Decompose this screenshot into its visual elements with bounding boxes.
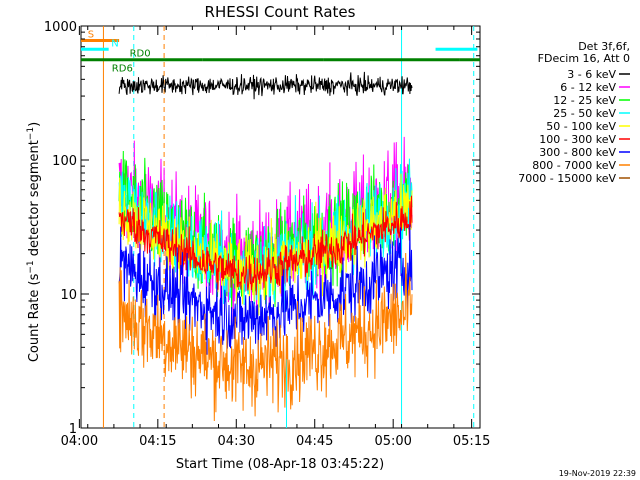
state-label: S [88,29,94,40]
y-tick-label: 10 [60,288,77,303]
legend-label: 100 - 300 keV [539,133,616,146]
y-axis-label-end: ) [27,122,42,127]
series-line-3-6kev [118,71,413,100]
series-line-800-7000kev [118,252,413,422]
x-tick-label: 04:45 [296,434,333,449]
y-axis-label-exp: −1 [26,260,36,273]
x-tick-label: 04:30 [218,434,255,449]
x-tick-label: 05:00 [374,434,411,449]
y-axis-label-mid: detector segment [27,140,42,260]
y-tick-label: 100 [52,154,77,169]
series-line-300-800kev [118,224,413,355]
legend-label: 12 - 25 keV [553,94,616,107]
x-tick-label: 04:00 [61,434,98,449]
x-tick-label: 05:15 [453,434,490,449]
legend-label: 25 - 50 keV [553,107,616,120]
y-axis-label-main: Count Rate (s [27,273,42,362]
x-axis-label: Start Time (08-Apr-18 03:45:22) [176,457,384,472]
y-tick-label: 1 [69,422,77,437]
plot-border [80,25,481,429]
generation-timestamp: 19-Nov-2019 22:39 [559,469,636,478]
state-label: RD0 [130,49,151,60]
legend-header: Det 3f,6f, [578,40,630,53]
legend-label: 800 - 7000 keV [532,159,616,172]
state-markers: S N RD6 RD0 [81,29,480,75]
y-axis-label: Count Rate (s−1 detector segment−1) [26,122,42,362]
state-label: N [111,38,118,49]
legend-label: 6 - 12 keV [560,81,616,94]
y-axis-label-exp2: −1 [26,127,36,140]
plot-frame [80,25,481,429]
legend-label: 300 - 800 keV [539,146,616,159]
state-label: RD6 [112,64,133,75]
series-group [118,71,413,422]
series-line-100-300kev [118,195,413,296]
legend-label: 3 - 6 keV [567,68,616,81]
x-tick-label: 04:15 [139,434,176,449]
legend-label: 7000 - 15000 keV [518,172,616,185]
legend-label: 50 - 100 keV [546,120,616,133]
y-tick-label: 1000 [44,20,77,35]
legend-header: FDecim 16, Att 0 [538,52,630,65]
axes: 1 10 100 1000 04:00 04:15 04:30 04:45 05:00 05:15 [44,20,490,449]
chart-title: RHESSI Count Rates [205,3,356,21]
